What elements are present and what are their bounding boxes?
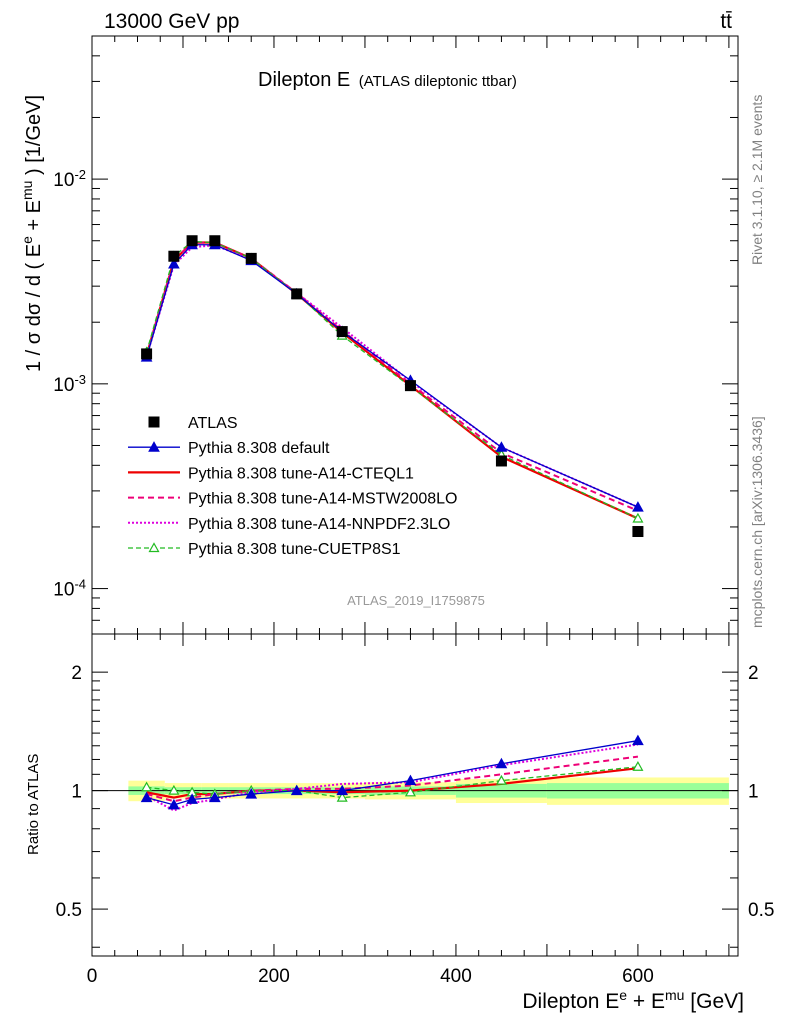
ratio-y-tick-label-right: 2: [748, 663, 759, 684]
energy-label: 13000 GeV pp: [104, 10, 239, 33]
main-atlas-point: [291, 288, 303, 300]
plot-title: Dilepton E (ATLAS dileptonic ttbar): [258, 69, 517, 91]
ratio-nnpdf-line: [146, 743, 639, 812]
ratio-y-tick-label-right: 1: [748, 782, 759, 803]
main-cuetp8s1-point: [632, 512, 644, 523]
main-series-layer: [140, 235, 644, 538]
main-y-axis-label: 1 / σ dσ / d ( Ee + Emu ) [1/GeV]: [19, 95, 45, 372]
ratio-y-tick-label: 1: [71, 782, 82, 803]
ratio-series-layer: [140, 734, 644, 812]
ratio-cuetp8s1-point: [404, 786, 416, 797]
rivet-label: Rivet 3.1.10, ≥ 2.1M events: [749, 95, 765, 265]
ratio-cuetp8s1-point: [495, 774, 507, 785]
ratio-default-line: [146, 739, 639, 806]
x-axis-label: Dilepton Ee + Emu [GeV]: [522, 987, 744, 1013]
main-default-line: [145, 244, 639, 508]
main-atlas-point: [186, 235, 198, 247]
ratio-cuetp8s1-point: [168, 784, 180, 795]
main-default-point: [495, 441, 508, 452]
legend-nnpdf-label: Pythia 8.308 tune-A14-NNPDF2.3LO: [188, 516, 450, 533]
main-axis-ticks: 10-4 10-3 10-2: [53, 35, 738, 635]
ratio-cuetp8s1-line: [146, 766, 638, 799]
ratio-default-point: [632, 734, 644, 746]
legend-atlas-label: ATLAS: [188, 415, 238, 432]
site-label: mcplots.cern.ch [arXiv:1306.3436]: [749, 416, 765, 628]
legend-cuetp8s1-marker: [148, 542, 160, 553]
ratio-default-point: [336, 784, 349, 796]
x-tick-label: 0: [87, 966, 98, 987]
ratio-plot-frame: [91, 633, 739, 957]
analysis-id: ATLAS_2019_I1759875: [347, 593, 485, 608]
legend-atlas-marker: [148, 416, 160, 428]
ratio-cuetp8s1-point: [141, 781, 153, 792]
ratio-default-point: [140, 791, 153, 803]
main-atlas-point: [632, 526, 644, 538]
legend-mstw-label: Pythia 8.308 tune-A14-MSTW2008LO: [188, 491, 457, 508]
main-atlas-point: [168, 250, 180, 262]
ratio-default-point: [290, 784, 303, 796]
ratio-default-point: [245, 788, 258, 799]
ratio-axis-ticks: 0.5 0.5 1 1 2 2 0 200 400 600: [56, 634, 774, 987]
main-nnpdf-line: [145, 244, 639, 509]
main-y-tick-label: 10-4: [53, 576, 86, 601]
main-mstw-line: [145, 241, 639, 512]
main-atlas-point: [336, 326, 348, 338]
ratio-default-point: [186, 793, 198, 804]
main-atlas-point: [245, 252, 257, 264]
ratio-cuetp8s1-point: [336, 791, 348, 802]
plot-title-main: Dilepton E: [258, 69, 350, 91]
ratio-default-point: [168, 798, 180, 810]
legend-default-label: Pythia 8.308 default: [188, 440, 330, 457]
main-atlas-point: [209, 235, 221, 247]
ratio-y-tick-label-right: 0.5: [748, 900, 774, 921]
ratio-y-tick-label: 0.5: [56, 900, 82, 921]
main-y-tick-label: 10-3: [53, 371, 86, 396]
legend-cteql1-label: Pythia 8.308 tune-A14-CTEQL1: [188, 465, 414, 482]
main-y-tick-label: 10-2: [53, 167, 86, 192]
main-atlas-point: [141, 348, 153, 360]
ratio-default-point: [208, 791, 221, 803]
main-atlas-point: [495, 455, 507, 467]
ratio-y-axis-label: Ratio to ATLAS: [25, 754, 42, 855]
x-tick-label: 400: [440, 966, 472, 987]
x-tick-label: 600: [622, 966, 654, 987]
ratio-y-tick-label: 2: [71, 663, 82, 684]
ratio-default-point: [404, 774, 417, 786]
main-default-point: [632, 501, 644, 512]
legend: ATLAS Pythia 8.308 default Pythia 8.308 tu…: [128, 415, 457, 558]
ratio-default-point: [495, 757, 508, 769]
x-tick-label: 200: [258, 966, 290, 987]
process-label: tt̄: [720, 10, 732, 33]
legend-cuetp8s1-label: Pythia 8.308 tune-CUETP8S1: [188, 541, 401, 558]
ratio-mstw-line: [146, 755, 639, 803]
ratio-cuetp8s1-point: [632, 761, 644, 771]
plot-title-sub: (ATLAS dileptonic ttbar): [359, 73, 517, 90]
legend-default-marker: [148, 441, 160, 452]
main-atlas-point: [404, 380, 416, 392]
main-default-point: [168, 257, 180, 269]
